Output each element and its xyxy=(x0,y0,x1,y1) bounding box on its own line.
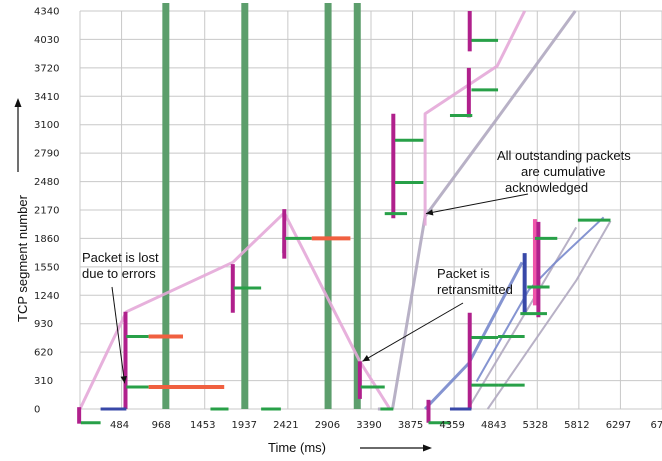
annotation-arrowhead xyxy=(120,375,127,384)
pause-bar xyxy=(324,3,332,409)
annotation-arrow xyxy=(362,302,464,362)
y-axis-arrowhead xyxy=(14,98,22,107)
series-line xyxy=(423,10,527,226)
y-axis-label: TCP segment number xyxy=(15,194,30,322)
series-line xyxy=(391,10,577,410)
y-tick-label: 930 xyxy=(34,319,53,330)
annotation-text: are cumulative xyxy=(521,164,606,179)
annotation-text: due to errors xyxy=(82,266,156,281)
annotation-arrow xyxy=(111,286,126,384)
x-tick-label: 4843 xyxy=(481,420,506,431)
annotation-text: acknowledged xyxy=(505,180,588,195)
x-axis-label: Time (ms) xyxy=(268,440,326,455)
ack-ticks xyxy=(80,38,611,425)
y-tick-label: 3720 xyxy=(34,63,59,74)
y-tick-label: 310 xyxy=(34,376,53,387)
x-tick-label: 5328 xyxy=(523,420,548,431)
x-tick-label: 3875 xyxy=(398,420,423,431)
x-tick-label: 4359 xyxy=(439,420,464,431)
pause-bar xyxy=(162,3,170,409)
y-tick-label: 1550 xyxy=(34,262,59,273)
y-tick-label: 1860 xyxy=(34,234,59,245)
segment-stacks xyxy=(77,11,541,424)
annotation-text: All outstanding packets xyxy=(497,148,631,163)
y-tick-label: 4340 xyxy=(34,7,59,18)
y-tick-label: 2790 xyxy=(34,149,59,160)
x-tick-label: 678 xyxy=(650,420,662,431)
x-tick-label: 2906 xyxy=(315,420,340,431)
y-tick-label: 2480 xyxy=(34,177,59,188)
pause-bars xyxy=(162,3,361,409)
series-line xyxy=(78,211,362,410)
x-axis-arrowhead xyxy=(423,444,432,452)
annotation-text: Packet is xyxy=(437,266,490,281)
annotation-arrowhead xyxy=(425,209,434,216)
y-tick-label: 1240 xyxy=(34,291,59,302)
series-line xyxy=(358,360,392,410)
x-tick-label: 484 xyxy=(110,420,129,431)
x-tick-label: 1937 xyxy=(232,420,257,431)
annotation-text: Packet is lost xyxy=(82,250,159,265)
y-tick-labels: 0 310 620 930 1240 1550 1860 2170 2480 2790 3100 34… xyxy=(34,7,59,416)
x-tick-labels: 484 968 1453 1937 2421 2906 3390 3875 4359 4843 53… xyxy=(110,420,662,431)
annotation-arrowhead xyxy=(362,355,371,362)
x-tick-label: 3390 xyxy=(356,420,381,431)
y-tick-label: 620 xyxy=(34,348,53,359)
series-line xyxy=(486,220,612,410)
x-tick-label: 6297 xyxy=(606,420,631,431)
pause-bar xyxy=(353,3,361,409)
x-tick-label: 1453 xyxy=(190,420,215,431)
y-tick-label: 3100 xyxy=(34,120,59,131)
annotation-text: retransmitted xyxy=(437,282,513,297)
annotation-arrow xyxy=(425,193,529,215)
x-tick-label: 968 xyxy=(152,420,171,431)
x-tick-label: 2421 xyxy=(273,420,298,431)
y-tick-label: 0 xyxy=(34,405,40,416)
pause-bar xyxy=(241,3,249,409)
series-line xyxy=(467,226,578,410)
y-tick-label: 2170 xyxy=(34,206,59,217)
y-tick-label: 3410 xyxy=(34,92,59,103)
x-tick-label: 5812 xyxy=(564,420,589,431)
y-tick-label: 4030 xyxy=(34,35,59,46)
